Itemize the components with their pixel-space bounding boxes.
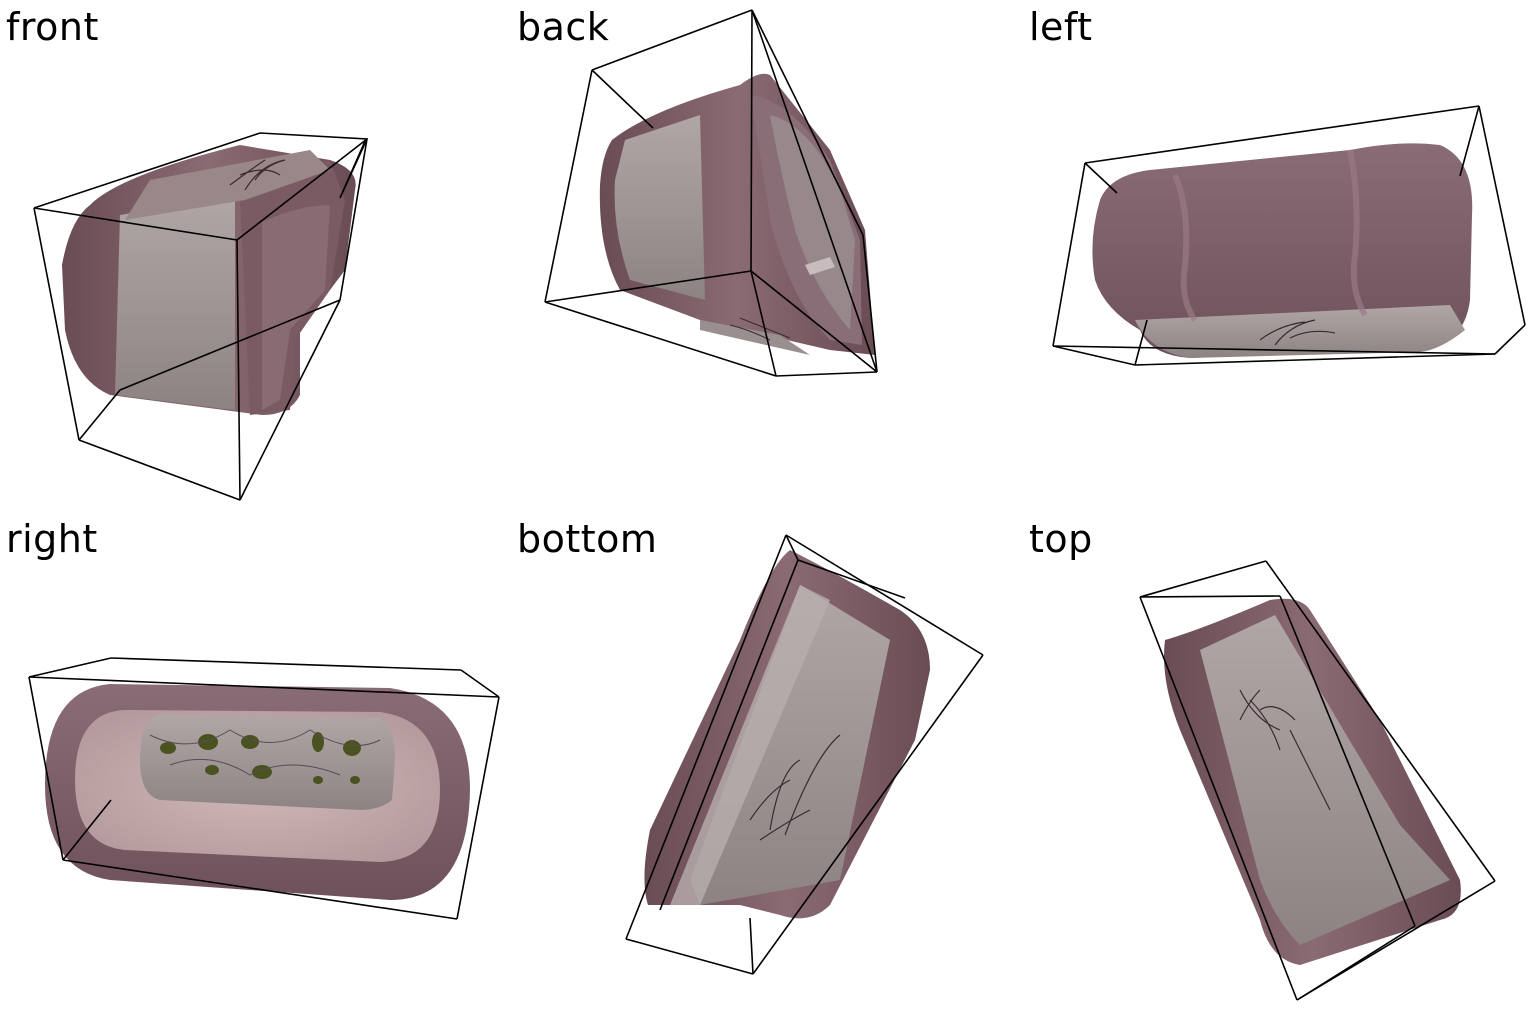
- pot-render-right: [45, 684, 470, 900]
- view-label-left: left: [1029, 5, 1093, 49]
- leaf-decoration: [160, 732, 361, 784]
- bounding-box-back: [544, 9, 878, 377]
- pot-render-bottom: [644, 550, 930, 919]
- bounding-box-left: [1052, 105, 1526, 366]
- view-label-top: top: [1029, 517, 1093, 561]
- bounding-box-right: [28, 657, 500, 920]
- pot-render-left: [1092, 143, 1473, 358]
- view-label-back: back: [517, 5, 610, 49]
- pot-render-top: [1164, 598, 1461, 965]
- bounding-box-top: [1139, 560, 1496, 1001]
- pot-render-front: [62, 145, 356, 415]
- view-label-front: front: [6, 5, 99, 49]
- pot-render-back: [599, 73, 875, 355]
- bounding-box-front: [33, 132, 369, 501]
- bounding-box-bottom: [625, 534, 984, 975]
- view-label-bottom: bottom: [517, 517, 658, 561]
- view-label-right: right: [6, 517, 98, 561]
